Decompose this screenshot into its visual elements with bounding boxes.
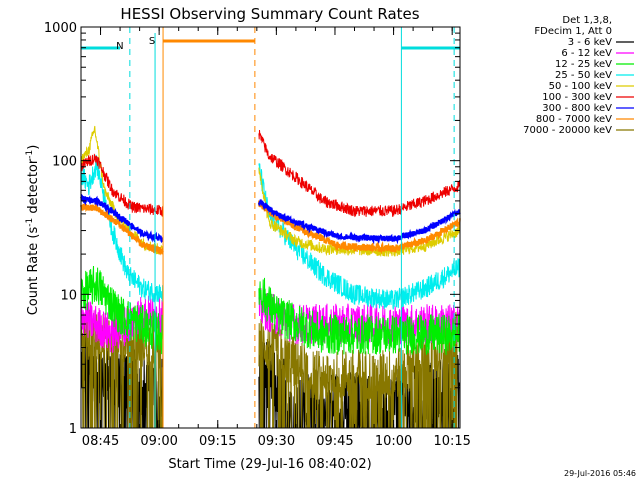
- y-axis-label-sup2: -1: [25, 150, 35, 159]
- series-line-100-300-kev: [80, 129, 461, 218]
- axes: 1 10 100 1000 08:45 09:00 09:15 09:30 09:45 10:00…: [44, 21, 471, 449]
- saa-label: S: [149, 36, 155, 47]
- x-tick-label: 09:00: [140, 434, 177, 449]
- x-tick-label: 09:30: [258, 434, 295, 449]
- y-axis-label-main: Count Rate (s: [26, 227, 41, 316]
- x-tick-label: 10:15: [433, 434, 470, 449]
- legend-label: 6 - 12 keV: [561, 48, 612, 59]
- y-axis-label-sup: -1: [25, 218, 35, 227]
- series-line-12-25-kev: [80, 265, 461, 355]
- legend-header-line: FDecim 1, Att 0: [534, 26, 612, 37]
- night-label: N: [116, 41, 123, 52]
- x-tick-label: 09:45: [316, 434, 353, 449]
- legend-label: 800 - 7000 keV: [536, 114, 612, 125]
- x-tick-label: 09:15: [199, 434, 236, 449]
- footer-date: 29-Jul-2016 05:46: [564, 469, 636, 478]
- x-axis-label: Start Time (29-Jul-16 08:40:02): [168, 457, 371, 472]
- y-tick-label: 100: [52, 155, 77, 170]
- legend-label: 300 - 800 keV: [542, 103, 612, 114]
- chart-title: HESSI Observing Summary Count Rates: [120, 5, 419, 23]
- legend-label: 100 - 300 keV: [542, 92, 612, 103]
- y-tick-label: 1000: [44, 21, 77, 36]
- legend-label: 3 - 6 keV: [568, 37, 612, 48]
- legend-label: 50 - 100 keV: [549, 81, 613, 92]
- legend-header-line: Det 1,3,8,: [562, 15, 612, 26]
- plot-frame: [80, 26, 461, 429]
- legend-label: 12 - 25 keV: [555, 59, 612, 70]
- x-tick-label: 08:45: [82, 434, 119, 449]
- y-axis-label: Count Rate (s-1 detector-1): [25, 145, 41, 316]
- y-tick-label: 1: [69, 422, 77, 437]
- legend-label: 7000 - 20000 keV: [523, 125, 612, 136]
- y-axis-label-close: ): [26, 145, 41, 150]
- y-axis-label-mid: detector: [26, 158, 41, 218]
- y-tick-label: 10: [60, 288, 77, 303]
- legend-label: 25 - 50 keV: [555, 70, 612, 81]
- x-tick-label: 10:00: [375, 434, 412, 449]
- series-line-300-800-kev: [80, 193, 461, 245]
